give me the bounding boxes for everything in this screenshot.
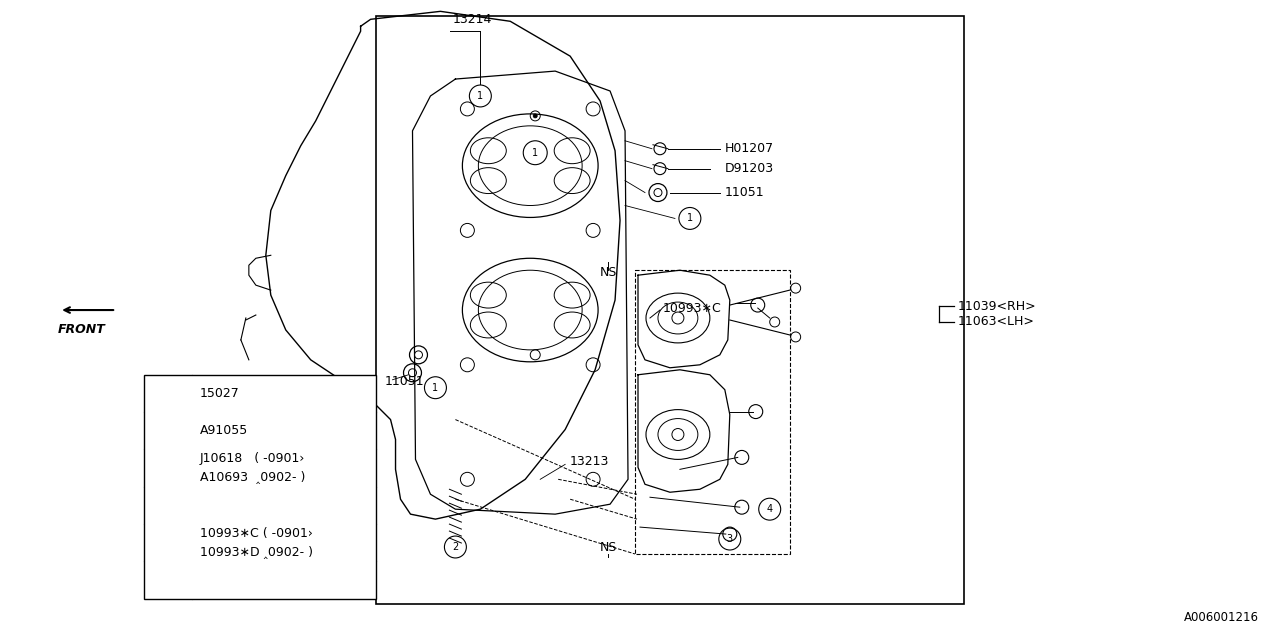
Text: 10993∗D ‸0902- ): 10993∗D ‸0902- ) — [200, 546, 312, 559]
Text: NS: NS — [599, 541, 617, 554]
Text: FRONT: FRONT — [58, 323, 105, 336]
Circle shape — [534, 114, 538, 118]
Text: 1: 1 — [165, 388, 172, 399]
Text: 11051: 11051 — [724, 186, 764, 199]
Text: NS: NS — [599, 266, 617, 278]
Text: 15027: 15027 — [200, 387, 239, 400]
Text: 11063<LH>: 11063<LH> — [957, 316, 1034, 328]
Text: 11051: 11051 — [384, 375, 424, 388]
Text: A10693  ‸0902- ): A10693 ‸0902- ) — [200, 471, 306, 484]
Text: 3: 3 — [727, 534, 733, 544]
Text: J10618   ( -0901›: J10618 ( -0901› — [200, 452, 306, 465]
Text: 11039<RH>: 11039<RH> — [957, 300, 1036, 312]
Text: 2: 2 — [452, 542, 458, 552]
Text: 1: 1 — [477, 91, 484, 101]
Text: 1: 1 — [532, 148, 539, 157]
Text: A006001216: A006001216 — [1184, 611, 1258, 623]
Text: 13213: 13213 — [570, 455, 609, 468]
Text: 13214: 13214 — [452, 13, 492, 26]
Bar — [635, 270, 790, 554]
Text: 10993∗C: 10993∗C — [663, 301, 722, 314]
Text: 2: 2 — [164, 426, 172, 436]
Text: H01207: H01207 — [724, 142, 774, 156]
Text: 3: 3 — [165, 482, 172, 492]
Text: 1: 1 — [687, 214, 692, 223]
Bar — [375, 17, 964, 604]
Text: 4: 4 — [767, 504, 773, 514]
Text: 4: 4 — [164, 556, 172, 566]
Bar — [145, 375, 375, 599]
Text: A91055: A91055 — [200, 424, 248, 437]
Text: 10993∗C ( -0901›: 10993∗C ( -0901› — [200, 527, 312, 540]
Text: D91203: D91203 — [724, 162, 774, 175]
Text: 1: 1 — [433, 383, 439, 393]
